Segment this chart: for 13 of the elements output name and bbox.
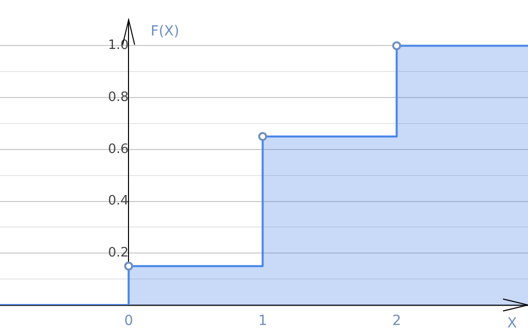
y-tick-label: 0.4	[108, 194, 129, 209]
y-tick-label: 0.6	[108, 142, 129, 157]
point	[124, 262, 134, 271]
y-tick-label: 0.8	[108, 90, 129, 105]
x-tick-label: 2	[392, 313, 402, 330]
y-axis-title: F(X)	[150, 23, 180, 40]
x-axis-title: X	[507, 316, 518, 330]
x-tick-label: 1	[258, 313, 268, 330]
y-tick-label: 0.2	[108, 246, 129, 261]
point	[258, 132, 268, 141]
x-tick-label: 0	[124, 313, 134, 330]
point	[392, 41, 402, 50]
y-tick-label: 1.0	[108, 38, 129, 54]
